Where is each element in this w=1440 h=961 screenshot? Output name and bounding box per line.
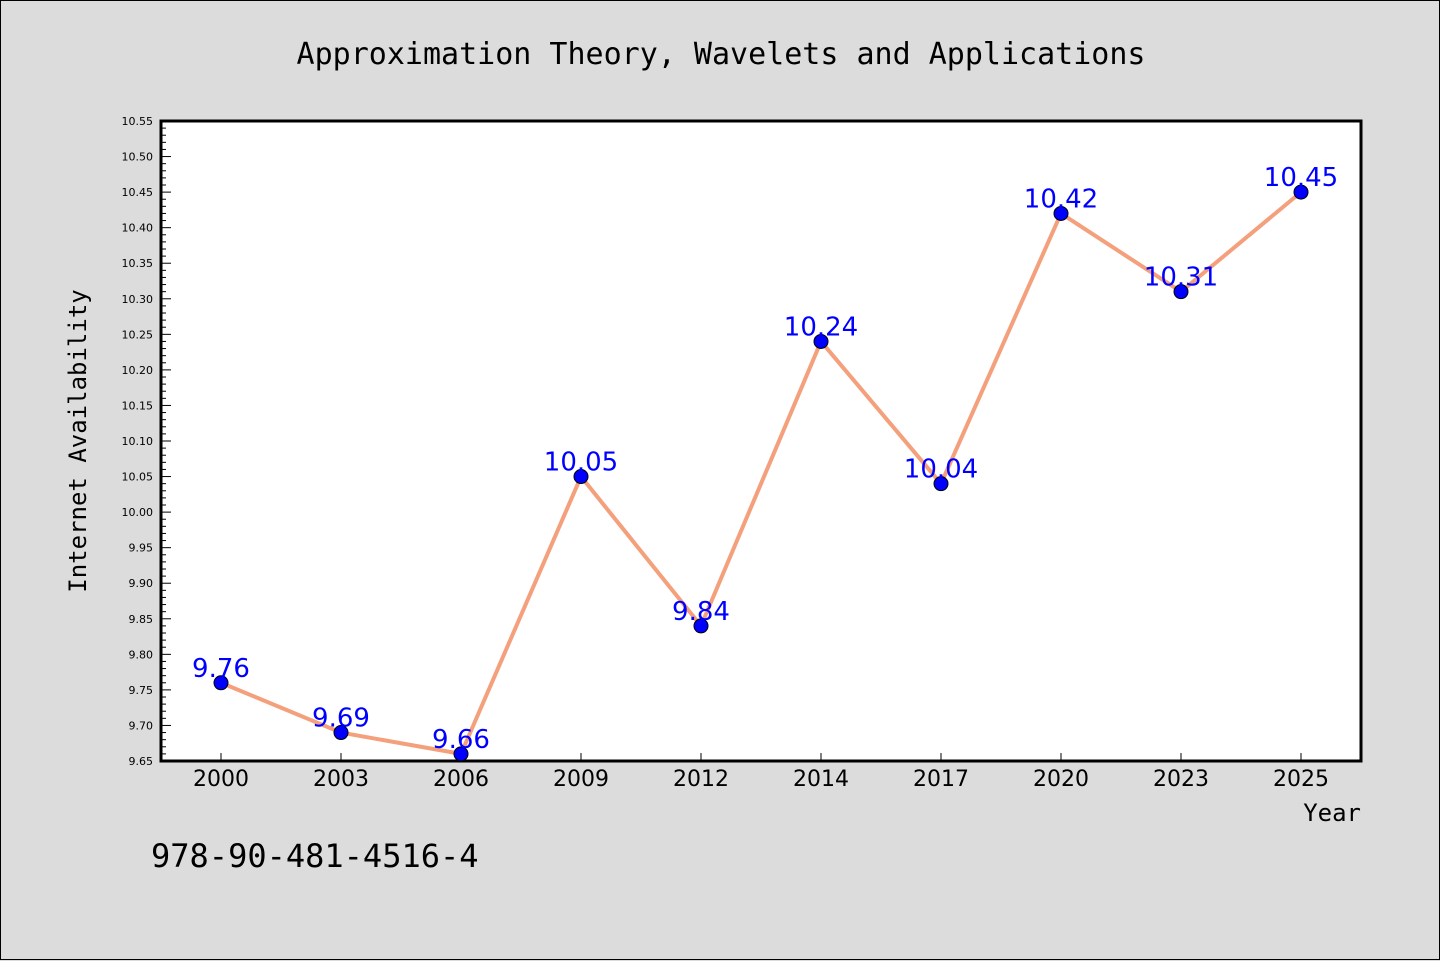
y-tick-label: 9.85: [129, 613, 154, 626]
y-tick-label: 9.80: [129, 648, 154, 661]
y-tick-label: 9.90: [129, 577, 154, 590]
data-point: [453, 746, 469, 762]
x-tick-label: 2006: [433, 767, 489, 792]
y-axis: 9.65 9.70 9.75 9.80 9.85 9.90 9.95 10.00 10.05 10…: [122, 115, 171, 768]
x-tick-label: 2017: [913, 767, 969, 792]
y-tick-label: 10.15: [122, 399, 154, 412]
data-point: [693, 618, 709, 634]
data-point: [933, 476, 949, 492]
y-tick-label: 10.30: [122, 293, 154, 306]
y-tick-label: 9.95: [129, 542, 154, 555]
data-label: 9.69: [312, 704, 370, 734]
y-tick-label: 10.35: [122, 257, 154, 270]
data-point: [213, 675, 229, 691]
data-label: 10.24: [784, 312, 858, 342]
data-label: 9.66: [432, 725, 490, 755]
y-tick-label: 10.20: [122, 364, 154, 377]
y-tick-label: 9.65: [129, 755, 154, 768]
data-point: [1173, 284, 1189, 300]
data-label: 9.84: [672, 597, 730, 627]
data-point: [1053, 205, 1069, 221]
y-tick-label: 10.55: [122, 115, 154, 128]
y-axis-label: Internet Availability: [64, 289, 92, 592]
x-tick-label: 2012: [673, 767, 729, 792]
y-tick-label: 10.45: [122, 186, 154, 199]
y-tick-label: 10.25: [122, 328, 154, 341]
x-tick-label: 2020: [1033, 767, 1089, 792]
chart-title: Approximation Theory, Wavelets and Appli…: [297, 37, 1146, 72]
data-point: [333, 725, 349, 741]
data-point: [573, 469, 589, 485]
data-label: 10.05: [544, 448, 618, 478]
x-tick-label: 2023: [1153, 767, 1209, 792]
y-tick-label: 10.50: [122, 151, 154, 164]
y-tick-label: 9.70: [129, 719, 154, 732]
x-tick-label: 2014: [793, 767, 849, 792]
x-tick-label: 2003: [313, 767, 369, 792]
isbn-footer: 978-90-481-4516-4: [151, 837, 479, 875]
data-point: [813, 333, 829, 349]
x-tick-label: 2025: [1273, 767, 1329, 792]
x-tick-label: 2009: [553, 767, 609, 792]
y-tick-label: 9.75: [129, 684, 154, 697]
data-label: 10.04: [904, 455, 978, 485]
y-tick-label: 10.00: [122, 506, 154, 519]
data-point: [1293, 184, 1309, 200]
y-tick-label: 10.40: [122, 222, 154, 235]
x-tick-label: 2000: [193, 767, 249, 792]
data-label: 9.76: [192, 654, 250, 684]
x-axis: 2000 2003 2006 2009 2012 2014 2017 2020 2023 2025: [193, 753, 1329, 792]
data-label: 10.31: [1144, 263, 1218, 293]
plot-area: [159, 119, 1363, 763]
data-label: 10.45: [1264, 163, 1338, 193]
series-layer: 9.76 9.69 9.66 10.05 9.84 10.24 10.04 10.42 10.3…: [192, 163, 1338, 762]
series-line: [219, 190, 1303, 756]
data-label: 10.42: [1024, 184, 1098, 214]
x-axis-label: Year: [1303, 799, 1361, 827]
y-tick-label: 10.05: [122, 471, 154, 484]
y-tick-label: 10.10: [122, 435, 154, 448]
